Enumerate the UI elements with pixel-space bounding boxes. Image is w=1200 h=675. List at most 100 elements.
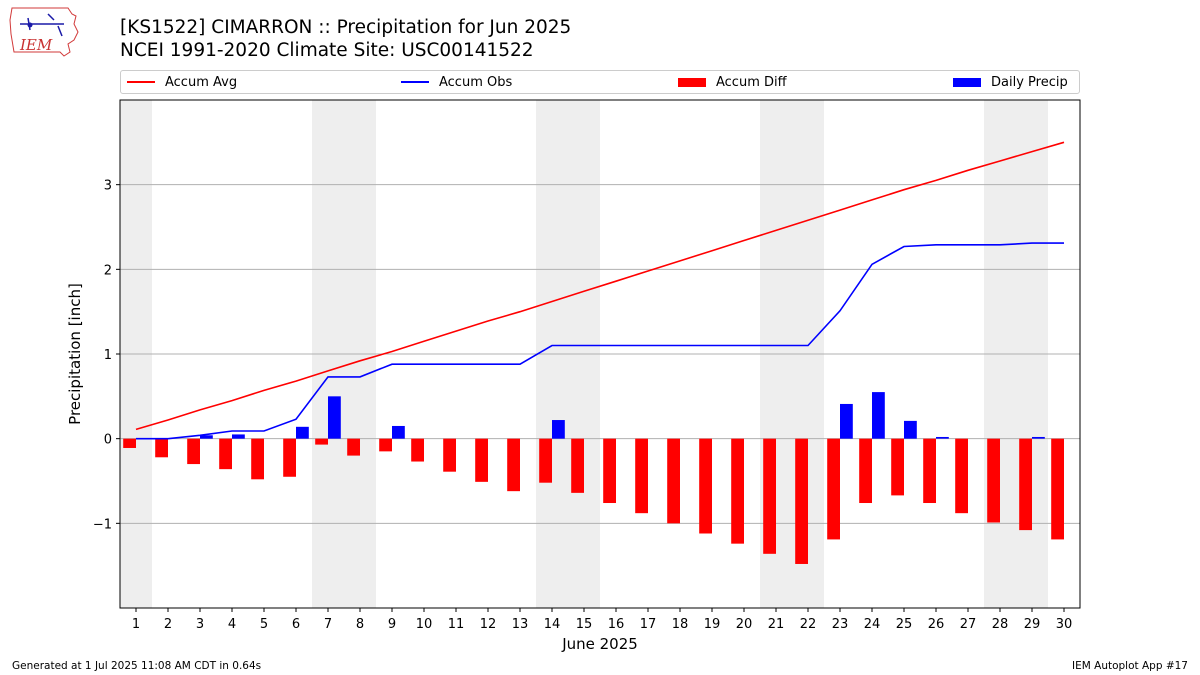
diff-bar-day-11	[443, 438, 456, 472]
accum-avg-line	[135, 141, 1065, 431]
legend-item-accum-diff: Accum Diff	[678, 71, 787, 93]
x-tick-label-22: 22	[800, 617, 817, 632]
diff-bar-day-26	[923, 438, 936, 504]
x-tick-label-19: 19	[704, 617, 721, 632]
y-tick-label-3: 2	[104, 263, 112, 278]
x-tick-label-4: 4	[228, 617, 236, 632]
x-tick-label-20: 20	[736, 617, 753, 632]
daily-precip-bar-day-7	[328, 396, 341, 439]
daily-precip-bar-day-9	[392, 425, 405, 439]
daily-precip-bar-day-24	[872, 392, 885, 439]
y-tick-label-0: −1	[93, 517, 112, 532]
diff-bar-day-18	[667, 438, 680, 524]
x-tick-label-25: 25	[896, 617, 913, 632]
diff-bar-day-25	[891, 438, 904, 496]
y-axis-label: Precipitation [inch]	[66, 283, 84, 425]
diff-bar-day-28	[987, 438, 1000, 523]
legend-label-daily-precip: Daily Precip	[991, 74, 1068, 90]
diff-bar-day-23	[827, 438, 840, 540]
x-tick-label-15: 15	[576, 617, 593, 632]
x-tick-label-29: 29	[1024, 617, 1041, 632]
x-tick-label-17: 17	[640, 617, 657, 632]
legend-label-accum-diff: Accum Diff	[716, 74, 787, 90]
diff-bar-day-16	[603, 438, 616, 504]
chart-title: [KS1522] CIMARRON :: Precipitation for J…	[120, 17, 572, 38]
x-tick-label-8: 8	[356, 617, 364, 632]
diff-bar-day-20	[731, 438, 744, 544]
diff-bar-day-17	[635, 438, 648, 514]
diff-bar-day-8	[347, 438, 360, 456]
daily-precip-bar-day-4	[232, 434, 245, 439]
y-tick-label-1: 0	[104, 433, 112, 448]
daily-precip-bar-day-23	[840, 403, 853, 439]
diff-bar-day-5	[251, 438, 264, 480]
diff-bar-day-3	[187, 438, 200, 465]
x-tick-label-10: 10	[416, 617, 433, 632]
diff-bar-day-24	[859, 438, 872, 504]
diff-bar-day-2	[155, 438, 168, 458]
logo-text: IEM	[19, 36, 53, 54]
legend-swatch-accum-avg	[127, 81, 155, 83]
diff-bar-day-19	[699, 438, 712, 534]
legend-label-accum-obs: Accum Obs	[439, 74, 513, 90]
diff-bar-day-10	[411, 438, 424, 462]
footer-app-label: IEM Autoplot App #17	[1072, 660, 1188, 672]
legend-swatch-accum-diff	[678, 77, 706, 87]
diff-bar-day-27	[955, 438, 968, 514]
legend-item-accum-obs: Accum Obs	[401, 71, 512, 93]
legend-item-daily-precip: Daily Precip	[953, 71, 1068, 93]
x-tick-label-11: 11	[448, 617, 465, 632]
daily-precip-bar-day-26	[936, 436, 949, 439]
daily-precip-bar-day-3	[200, 435, 213, 439]
x-tick-label-18: 18	[672, 617, 689, 632]
x-tick-label-30: 30	[1056, 617, 1073, 632]
legend: Accum Avg Accum Obs Accum Diff Daily Pre…	[120, 70, 1080, 94]
diff-bar-day-9	[379, 438, 392, 452]
daily-precip-bar-day-29	[1032, 436, 1045, 439]
x-tick-label-14: 14	[544, 617, 561, 632]
diff-bar-day-1	[123, 438, 136, 448]
legend-label-accum-avg: Accum Avg	[165, 74, 238, 90]
chart-subtitle: NCEI 1991-2020 Climate Site: USC00141522	[120, 40, 534, 61]
legend-item-accum-avg: Accum Avg	[127, 71, 237, 93]
accum-obs-line	[136, 242, 1064, 440]
x-tick-label-1: 1	[132, 617, 140, 632]
daily-precip-bar-day-6	[296, 426, 309, 439]
y-tick-label-4: 3	[104, 179, 112, 194]
diff-bar-day-15	[571, 438, 584, 493]
y-tick-label-2: 1	[104, 348, 112, 363]
diff-bar-day-12	[475, 438, 488, 482]
x-tick-label-2: 2	[164, 617, 172, 632]
x-tick-label-13: 13	[512, 617, 529, 632]
iem-logo: IEM	[9, 7, 79, 57]
x-tick-label-5: 5	[260, 617, 268, 632]
x-tick-label-27: 27	[960, 617, 977, 632]
x-tick-label-21: 21	[768, 617, 785, 632]
x-tick-label-9: 9	[388, 617, 396, 632]
x-tick-label-26: 26	[928, 617, 945, 632]
daily-precip-bar-day-14	[552, 420, 565, 439]
diff-bar-day-4	[219, 438, 232, 470]
daily-precip-bar-day-25	[904, 420, 917, 439]
x-tick-label-3: 3	[196, 617, 204, 632]
x-tick-label-24: 24	[864, 617, 881, 632]
x-axis-label: June 2025	[561, 635, 638, 653]
diff-bar-day-14	[539, 438, 552, 483]
diff-bar-day-7	[315, 438, 328, 445]
x-tick-label-6: 6	[292, 617, 300, 632]
legend-swatch-accum-obs	[401, 81, 429, 83]
x-tick-label-23: 23	[832, 617, 849, 632]
footer-generated-text: Generated at 1 Jul 2025 11:08 AM CDT in …	[12, 660, 262, 672]
diff-bar-day-21	[763, 438, 776, 554]
iowa-state-outline	[9, 7, 79, 57]
diff-bar-day-6	[283, 438, 296, 477]
diff-bar-day-22	[795, 438, 808, 564]
diff-bar-day-13	[507, 438, 520, 492]
legend-swatch-daily-precip	[953, 77, 981, 87]
x-tick-label-7: 7	[324, 617, 332, 632]
diff-bar-day-30	[1051, 438, 1064, 540]
x-tick-label-28: 28	[992, 617, 1009, 632]
x-tick-label-12: 12	[480, 617, 497, 632]
x-tick-label-16: 16	[608, 617, 625, 632]
